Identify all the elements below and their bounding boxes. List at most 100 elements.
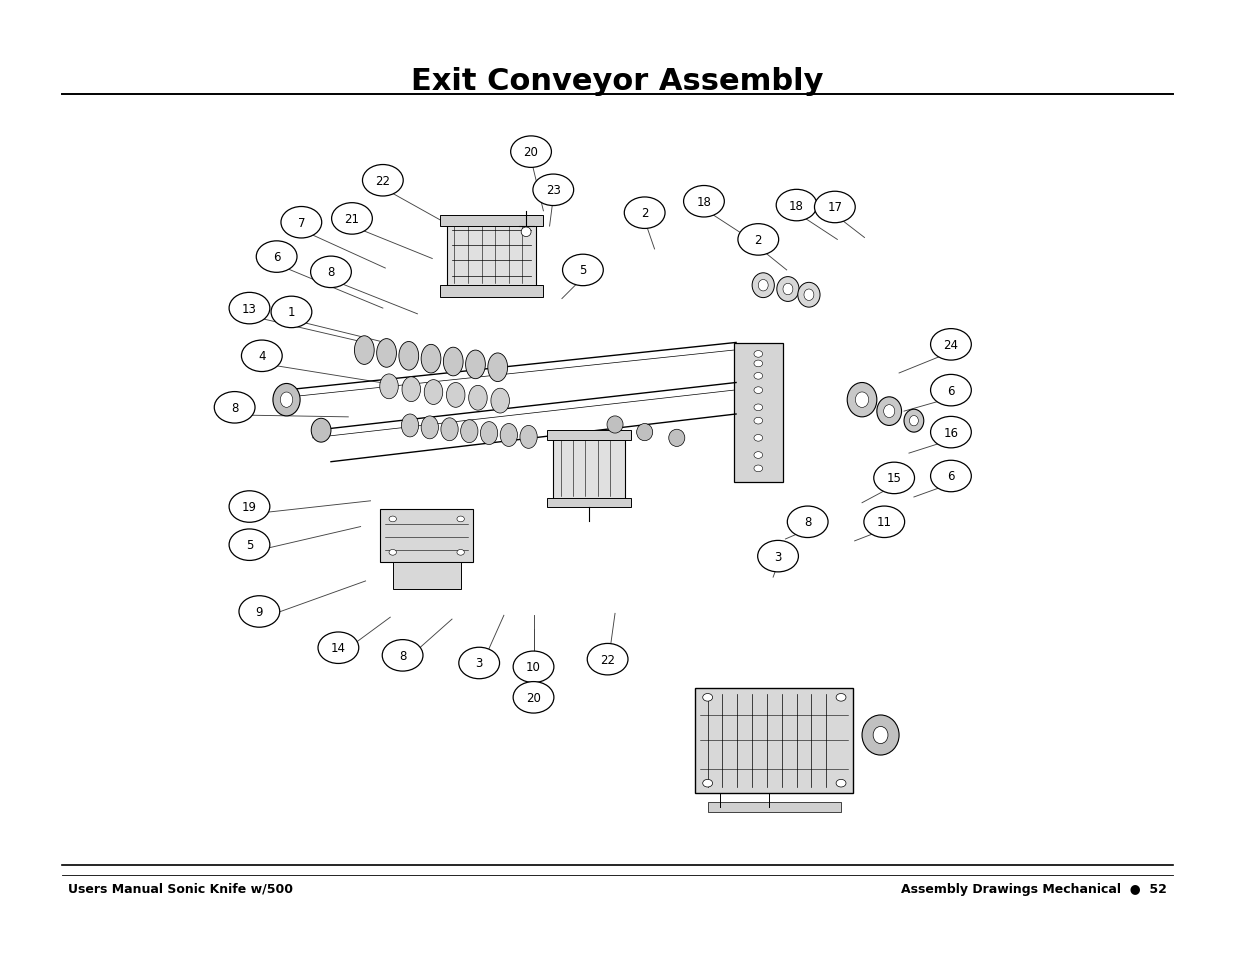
Ellipse shape	[703, 780, 713, 787]
Text: 21: 21	[345, 213, 359, 226]
Bar	[547, 431, 631, 440]
Circle shape	[331, 204, 372, 235]
Circle shape	[270, 297, 311, 328]
Circle shape	[757, 541, 798, 572]
Ellipse shape	[883, 405, 894, 418]
Ellipse shape	[273, 384, 300, 416]
Circle shape	[931, 375, 972, 407]
Ellipse shape	[425, 380, 442, 405]
Circle shape	[931, 417, 972, 448]
Bar	[440, 286, 543, 297]
Ellipse shape	[380, 375, 398, 399]
Text: 8: 8	[327, 266, 335, 279]
Ellipse shape	[311, 419, 331, 442]
Circle shape	[863, 507, 904, 537]
Ellipse shape	[606, 416, 622, 434]
Ellipse shape	[753, 417, 763, 425]
Circle shape	[513, 652, 553, 682]
Ellipse shape	[798, 283, 820, 308]
Circle shape	[230, 294, 269, 324]
Ellipse shape	[520, 426, 537, 449]
Ellipse shape	[354, 336, 374, 365]
Bar	[547, 498, 631, 508]
Text: 23: 23	[546, 184, 561, 197]
Circle shape	[815, 193, 856, 224]
Text: 11: 11	[877, 516, 892, 529]
Circle shape	[587, 644, 629, 675]
Circle shape	[363, 166, 403, 197]
Text: 20: 20	[524, 146, 538, 159]
Ellipse shape	[753, 435, 763, 442]
Ellipse shape	[401, 415, 419, 437]
Circle shape	[383, 640, 422, 671]
Text: 14: 14	[331, 641, 346, 655]
Bar	[447, 219, 536, 288]
Ellipse shape	[758, 280, 768, 292]
Ellipse shape	[468, 386, 487, 411]
Text: 4: 4	[258, 350, 266, 363]
Ellipse shape	[637, 424, 653, 441]
Bar	[734, 344, 783, 482]
Text: 7: 7	[298, 216, 305, 230]
Ellipse shape	[488, 354, 508, 382]
Ellipse shape	[280, 393, 293, 408]
Text: 13: 13	[242, 302, 257, 315]
Text: 6: 6	[273, 251, 280, 264]
Bar	[440, 215, 543, 227]
Ellipse shape	[753, 360, 763, 368]
Text: 20: 20	[526, 691, 541, 704]
Ellipse shape	[403, 377, 420, 402]
Circle shape	[931, 330, 972, 361]
Bar	[393, 562, 461, 589]
Text: 22: 22	[375, 174, 390, 188]
Bar	[380, 510, 473, 562]
Ellipse shape	[753, 387, 763, 395]
Text: 2: 2	[641, 207, 648, 220]
Text: 8: 8	[231, 401, 238, 415]
Text: 22: 22	[600, 653, 615, 666]
Circle shape	[737, 225, 778, 256]
Text: 5: 5	[579, 264, 587, 277]
Ellipse shape	[904, 410, 924, 433]
Circle shape	[241, 341, 282, 372]
Ellipse shape	[421, 345, 441, 374]
Circle shape	[683, 187, 724, 218]
Ellipse shape	[521, 228, 531, 237]
Ellipse shape	[446, 383, 464, 408]
Ellipse shape	[804, 290, 814, 301]
Text: 10: 10	[526, 660, 541, 674]
Circle shape	[459, 648, 499, 679]
Text: 17: 17	[827, 201, 842, 214]
Circle shape	[257, 242, 296, 274]
Text: Assembly Drawings Mechanical  ●  52: Assembly Drawings Mechanical ● 52	[902, 882, 1167, 895]
Circle shape	[931, 460, 972, 492]
Ellipse shape	[877, 397, 902, 426]
Ellipse shape	[703, 694, 713, 701]
Ellipse shape	[753, 466, 763, 473]
Circle shape	[510, 137, 551, 168]
Ellipse shape	[777, 277, 799, 302]
Ellipse shape	[752, 274, 774, 298]
Ellipse shape	[753, 453, 763, 459]
Circle shape	[215, 393, 254, 424]
Circle shape	[238, 597, 279, 628]
Text: 9: 9	[256, 605, 263, 618]
Text: 8: 8	[804, 516, 811, 529]
Ellipse shape	[377, 339, 396, 368]
Ellipse shape	[836, 694, 846, 701]
Bar	[708, 802, 841, 812]
Circle shape	[776, 191, 818, 222]
Ellipse shape	[847, 383, 877, 417]
Text: 16: 16	[944, 426, 958, 439]
Text: 6: 6	[947, 470, 955, 483]
Ellipse shape	[441, 418, 458, 441]
Ellipse shape	[909, 416, 919, 426]
Circle shape	[532, 175, 573, 207]
Circle shape	[230, 492, 269, 522]
Text: 24: 24	[944, 338, 958, 352]
Text: 18: 18	[789, 199, 804, 213]
Circle shape	[513, 682, 553, 713]
Ellipse shape	[466, 351, 485, 379]
Circle shape	[788, 507, 829, 537]
Circle shape	[624, 198, 666, 229]
